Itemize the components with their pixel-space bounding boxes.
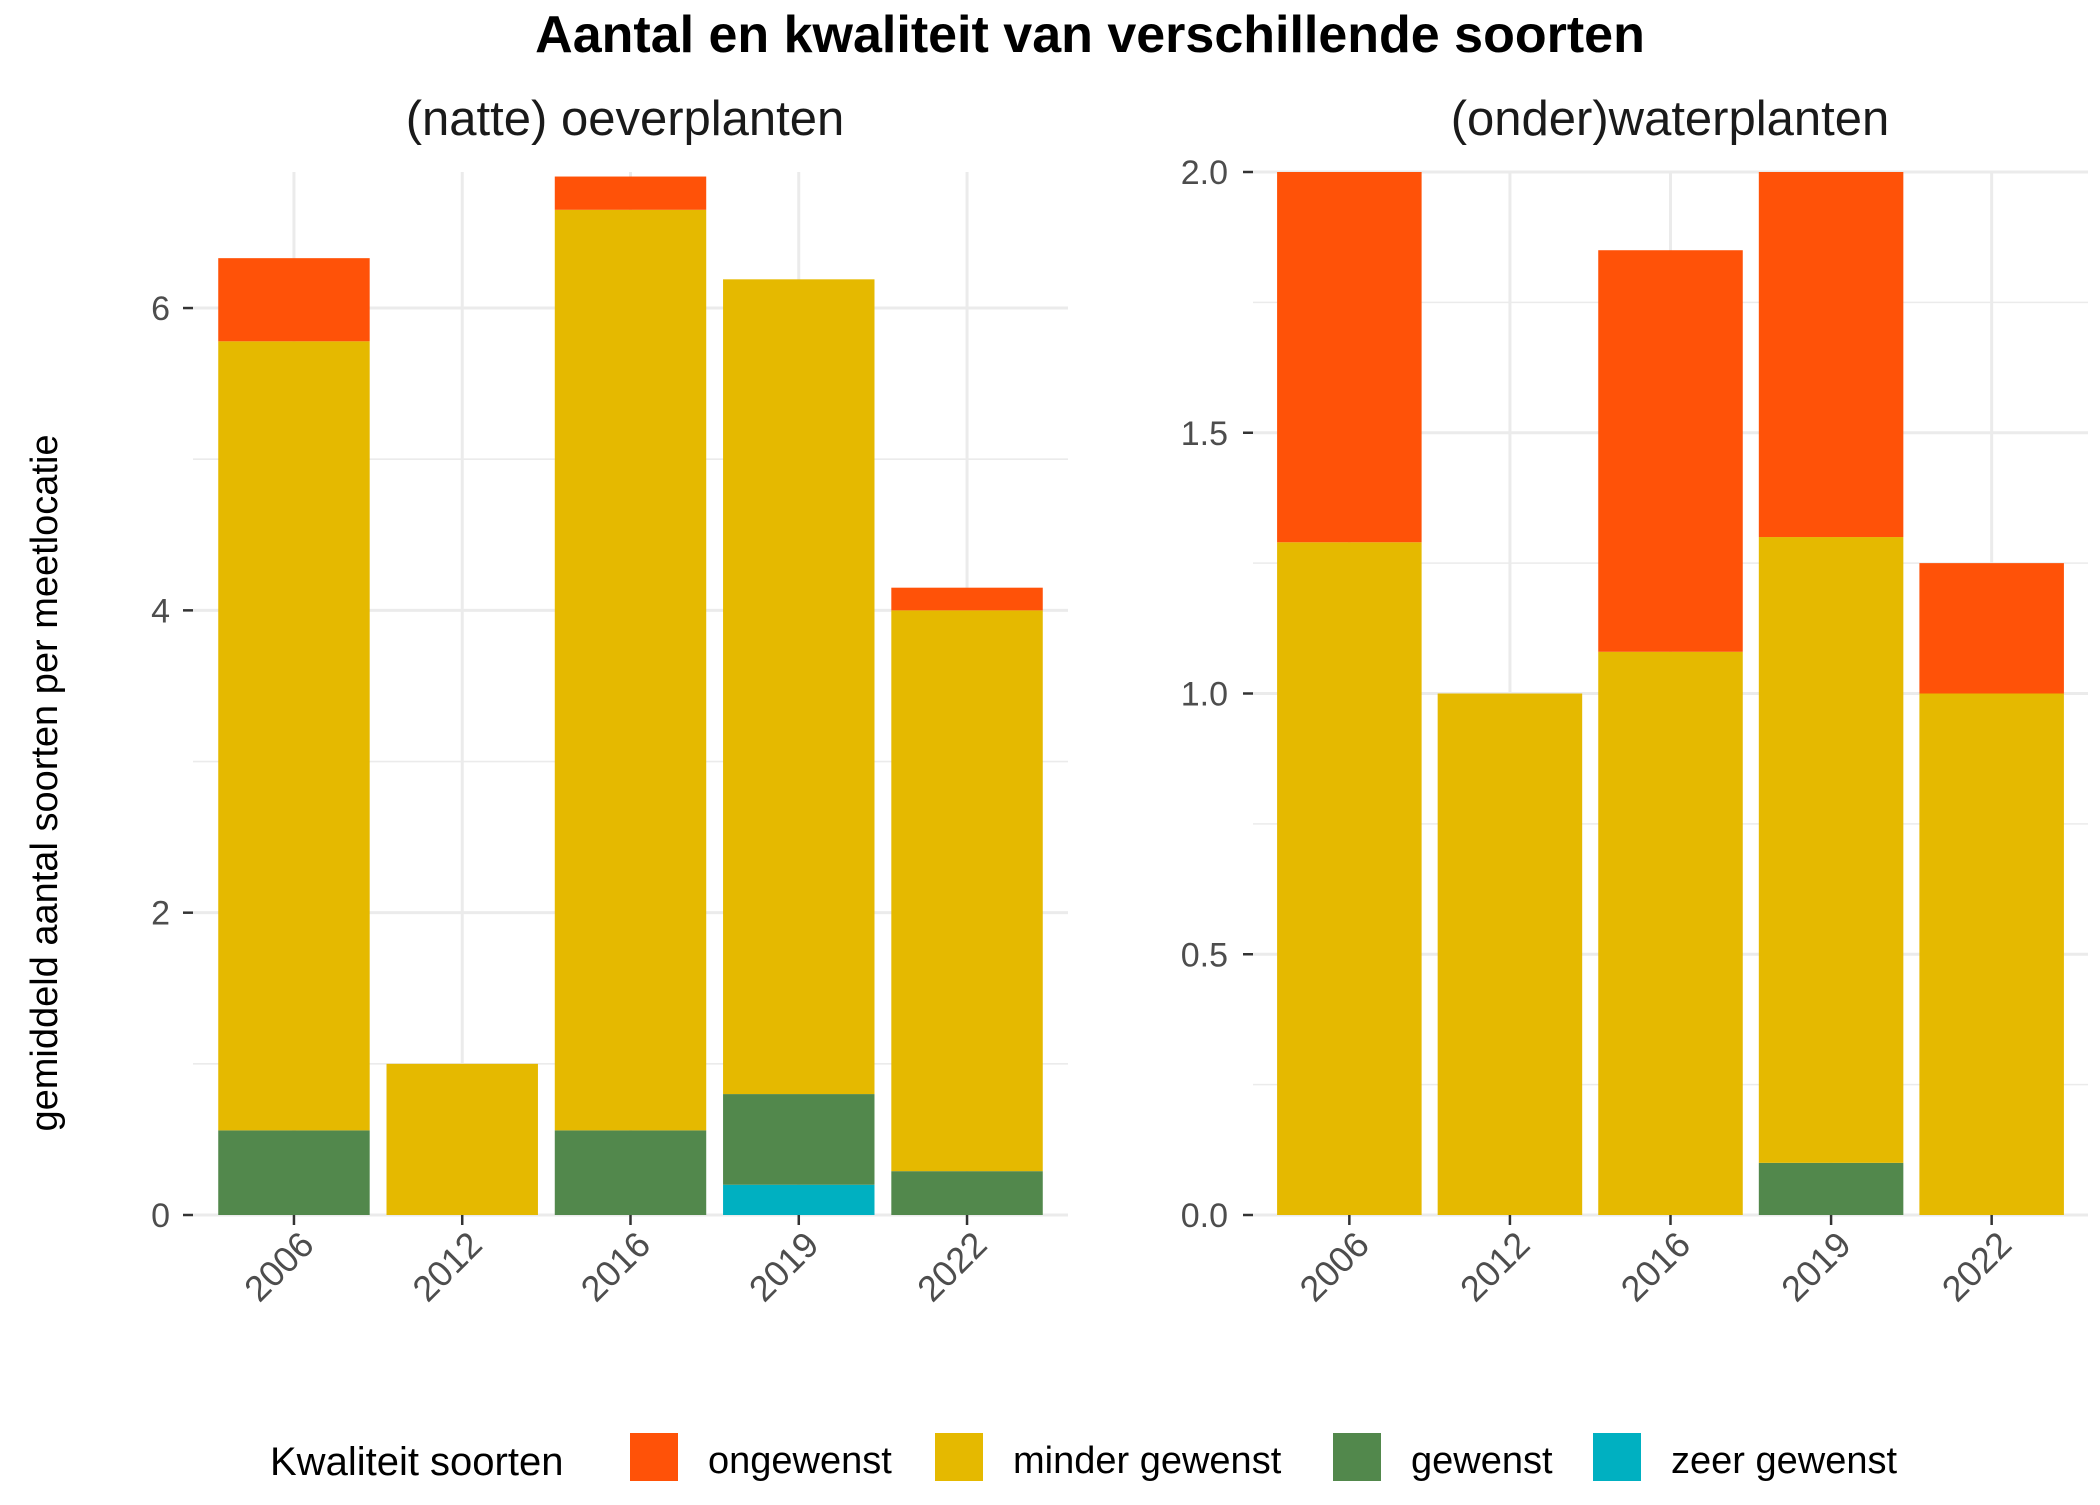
bar-minder-gewenst-2022 bbox=[891, 610, 1043, 1172]
bar-minder-gewenst-2012 bbox=[386, 1063, 538, 1215]
x-tick-label: 2022 bbox=[1934, 1224, 2020, 1310]
x-tick-label: 2016 bbox=[573, 1224, 659, 1310]
legend-label-zeer-gewenst: zeer gewenst bbox=[1671, 1440, 1897, 1482]
bar-zeer-gewenst-2019 bbox=[723, 1184, 875, 1215]
facet-title: (natte) oeverplanten bbox=[406, 92, 845, 146]
y-tick-label: 0.0 bbox=[1181, 1197, 1228, 1235]
y-tick-label: 1.5 bbox=[1181, 415, 1228, 453]
chart-panel-2: (onder)waterplanten 0.0 0.5 1.0 1.5 2.0 2006 20… bbox=[1181, 92, 2088, 1309]
legend-label-gewenst: gewenst bbox=[1411, 1440, 1553, 1482]
bar-minder-gewenst-2016 bbox=[554, 209, 707, 1131]
x-tick-label: 2012 bbox=[1452, 1224, 1538, 1310]
legend-label-ongewenst: ongewenst bbox=[708, 1440, 892, 1482]
bar-gewenst-2019 bbox=[723, 1094, 875, 1185]
y-tick-label: 2.0 bbox=[1181, 154, 1228, 192]
legend-key-gewenst bbox=[1333, 1433, 1381, 1481]
y-axis-label: gemiddeld aantal soorten per meetlocatie bbox=[24, 434, 66, 1131]
bar-ongewenst-2016 bbox=[1598, 250, 1743, 652]
facet-title: (onder)waterplanten bbox=[1451, 92, 1890, 146]
bar-ongewenst-2022 bbox=[1919, 563, 2064, 694]
bar-gewenst-2022 bbox=[891, 1171, 1043, 1215]
y-tick-label: 2 bbox=[151, 895, 170, 933]
legend-key-ongewenst bbox=[630, 1433, 678, 1481]
x-tick-label: 2016 bbox=[1613, 1224, 1699, 1310]
legend-key-zeer-gewenst bbox=[1593, 1433, 1641, 1481]
chart-panel-1: (natte) oeverplanten 0 2 4 6 2006 2012 2016 2019… bbox=[151, 92, 1068, 1309]
x-tick-label: 2006 bbox=[1291, 1224, 1377, 1310]
x-tick-label: 2006 bbox=[236, 1224, 322, 1310]
x-tick-label: 2019 bbox=[741, 1224, 827, 1310]
legend-title: Kwaliteit soorten bbox=[270, 1440, 563, 1484]
y-tick-label: 4 bbox=[151, 592, 170, 630]
legend-key-minder-gewenst bbox=[935, 1433, 983, 1481]
legend-label-minder-gewenst: minder gewenst bbox=[1013, 1440, 1282, 1482]
y-tick-label: 0 bbox=[151, 1197, 170, 1235]
bar-minder-gewenst-2006 bbox=[218, 341, 370, 1131]
legend: Kwaliteit soorten ongewenst minder gewens… bbox=[270, 1433, 1897, 1484]
bar-minder-gewenst-2006 bbox=[1277, 542, 1422, 1215]
bar-gewenst-2019 bbox=[1758, 1162, 1904, 1215]
bar-ongewenst-2016 bbox=[554, 176, 707, 210]
bar-minder-gewenst-2016 bbox=[1598, 651, 1743, 1215]
bar-minder-gewenst-2022 bbox=[1919, 693, 2064, 1215]
bar-minder-gewenst-2012 bbox=[1437, 693, 1583, 1215]
bar-ongewenst-2022 bbox=[891, 587, 1043, 611]
bar-minder-gewenst-2019 bbox=[723, 279, 875, 1095]
y-tick-label: 1.0 bbox=[1181, 676, 1228, 714]
y-tick-label: 6 bbox=[151, 290, 170, 328]
x-tick-label: 2012 bbox=[404, 1224, 490, 1310]
chart-title: Aantal en kwaliteit van verschillende so… bbox=[535, 6, 1645, 64]
y-tick-label: 0.5 bbox=[1181, 936, 1228, 974]
bar-ongewenst-2006 bbox=[1277, 172, 1422, 543]
bar-ongewenst-2006 bbox=[218, 258, 370, 342]
bar-ongewenst-2019 bbox=[1758, 172, 1904, 538]
bar-gewenst-2016 bbox=[554, 1130, 707, 1215]
bar-gewenst-2006 bbox=[218, 1130, 370, 1215]
x-tick-label: 2022 bbox=[909, 1224, 995, 1310]
x-tick-label: 2019 bbox=[1773, 1224, 1859, 1310]
bar-minder-gewenst-2019 bbox=[1758, 537, 1904, 1163]
